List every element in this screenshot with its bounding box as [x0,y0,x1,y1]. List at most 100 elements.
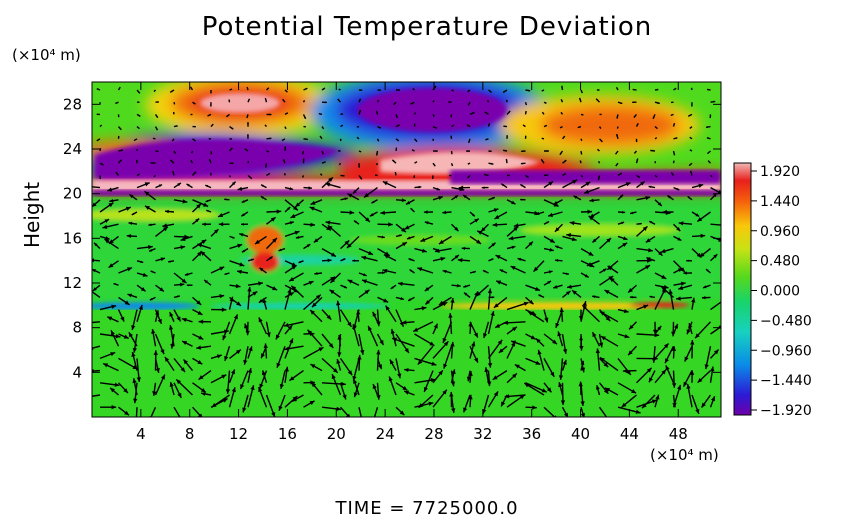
wind-arrow [424,296,434,305]
wind-arrow [128,193,138,201]
wind-arrow [290,285,304,298]
wind-arrow [99,333,121,339]
wind-arrow [691,211,700,218]
wind-arrow [118,149,124,152]
wind-arrow [414,185,422,189]
wind-arrow [284,221,295,225]
wind-arrow [337,98,342,103]
wind-arrow [340,174,345,177]
wind-arrow [401,320,415,325]
wind-arrow [209,172,212,176]
wind-arrow [154,310,160,322]
wind-arrow [258,296,267,304]
wind-arrow [110,330,120,347]
wind-arrow [514,363,526,372]
wind-arrow [247,174,253,180]
wind-arrow [172,111,175,115]
wind-arrow [244,148,249,152]
wind-arrow [321,357,339,374]
wind-arrow [198,370,212,381]
wind-arrow [211,394,230,408]
wind-arrow [128,221,138,226]
wind-arrow [99,124,103,128]
wind-arrow [488,242,496,250]
wind-arrow [266,216,277,225]
wind-arrow [358,211,371,223]
wind-arrow [99,404,117,410]
wind-arrow [376,349,381,371]
wind-arrow [678,221,693,226]
y-tick-label: 12 [63,274,82,292]
wind-arrow [169,89,175,93]
wind-arrow [484,173,489,177]
wind-arrow [525,357,541,366]
wind-arrow [466,124,471,128]
wind-arrow [288,370,304,382]
wind-arrow [321,101,327,104]
wind-arrow [682,370,693,388]
wind-arrow [92,290,101,298]
wind-arrow [598,126,602,129]
wind-arrow [414,378,436,384]
wind-arrow [599,113,602,116]
wind-arrow [562,272,569,275]
colorbar [733,162,752,416]
wind-arrow [200,392,212,396]
wind-arrow [155,101,159,103]
wind-arrow [543,101,547,104]
wind-arrow [266,284,278,291]
wind-arrow [432,114,435,117]
wind-arrow [92,258,101,263]
wind-arrow [424,221,434,225]
wind-arrow [652,321,658,335]
wind-arrow [310,199,323,206]
wind-arrow [537,349,545,371]
wind-arrow [463,292,471,298]
wind-arrow [394,171,397,176]
wind-arrow [632,101,637,104]
wind-arrow [706,88,711,91]
wind-arrow [276,345,286,368]
wind-vectors [92,85,721,417]
wind-arrow [224,345,231,362]
wind-arrow [710,174,713,178]
wind-arrow [102,362,119,372]
wind-arrow [173,234,189,240]
wind-arrow [552,199,563,206]
colorbar-label: −0.960 [760,343,812,359]
x-axis-unit: (×10⁴ m) [650,446,719,464]
wind-arrow [573,195,582,201]
wind-arrow [153,350,158,371]
wind-arrow [487,391,499,408]
wind-arrow [636,174,641,179]
wind-arrow [543,333,558,345]
wind-arrow [520,162,526,165]
wind-arrow [241,199,249,204]
wind-arrow [560,111,564,115]
wind-arrow [391,337,415,347]
wind-arrow [217,211,230,218]
wind-arrow [118,206,132,213]
wind-arrow [487,339,503,359]
wind-arrow [117,159,123,164]
wind-arrow [710,100,716,103]
wind-arrow [388,376,397,396]
wind-arrow [450,114,453,118]
wind-arrow [525,89,531,92]
wind-arrow [614,150,619,155]
y-axis-unit: (×10⁴ m) [12,46,81,64]
wind-arrow [382,180,397,189]
wind-arrow [373,406,379,417]
wind-arrow [665,365,675,384]
wind-arrow [186,284,193,287]
wind-arrow [395,89,401,91]
wind-arrow [462,394,471,413]
wind-arrow [506,326,518,335]
wind-arrow [524,135,527,139]
wind-arrow [521,150,526,153]
wind-arrow [266,150,270,153]
wind-arrow [240,211,249,217]
wind-arrow [635,158,639,164]
wind-arrow [672,323,679,335]
wind-arrow [118,406,130,416]
